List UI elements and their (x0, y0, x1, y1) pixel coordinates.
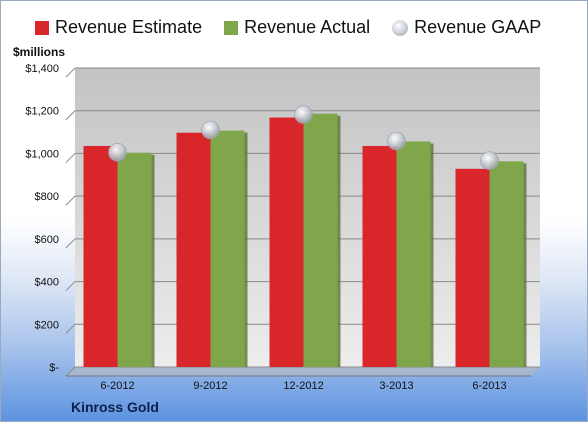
legend-marker-gaap (392, 19, 409, 36)
y-tick-label: $600 (35, 234, 59, 246)
bar-side (244, 132, 248, 367)
legend-item-actual: Revenue Actual (224, 17, 370, 38)
bar (83, 145, 118, 367)
legend-label-gaap: Revenue GAAP (414, 17, 542, 37)
bar (396, 141, 431, 367)
bar (362, 145, 397, 367)
x-tick-label: 6-2012 (100, 380, 134, 392)
y-tick-label: $- (49, 362, 59, 374)
bar (117, 152, 152, 367)
gaap-marker (480, 151, 499, 170)
bar (489, 161, 524, 367)
y-tick-label: $1,000 (25, 148, 59, 160)
y-axis-unit-label: $millions (13, 45, 66, 59)
bar (455, 168, 490, 367)
x-tick-label: 6-2013 (472, 380, 506, 392)
y-tick-label: $1,200 (25, 106, 59, 118)
x-tick-label: 3-2013 (379, 380, 413, 392)
bar (210, 130, 245, 367)
bar (176, 132, 211, 367)
gridline-depth (65, 110, 76, 121)
gridline-depth (65, 67, 76, 78)
y-tick-label: $1,400 (25, 63, 59, 75)
legend-label-actual: Revenue Actual (244, 17, 371, 37)
gridline-depth (65, 153, 76, 163)
company-name: Kinross Gold (71, 399, 159, 415)
legend-item-gaap: Revenue GAAP (392, 17, 541, 38)
gaap-marker (387, 131, 406, 151)
y-tick-label: $400 (35, 277, 59, 289)
y-tick-label: $200 (35, 319, 59, 331)
legend-label-estimate: Revenue Estimate (55, 17, 203, 37)
legend: Revenue Estimate Revenue Actual Revenue … (35, 17, 541, 38)
x-tick-label: 9-2012 (193, 380, 227, 392)
gridline-depth (65, 281, 76, 291)
legend-item-estimate: Revenue Estimate (35, 17, 202, 38)
gaap-marker (294, 105, 313, 124)
bar (303, 113, 338, 367)
gridline-depth (65, 366, 76, 377)
bar-side (430, 143, 434, 367)
bar-side (151, 154, 155, 367)
gaap-marker (108, 143, 127, 162)
gridline-depth (65, 323, 76, 334)
x-tick-label: 12-2012 (283, 380, 323, 392)
legend-swatch-actual (224, 20, 239, 35)
legend-swatch-estimate (35, 20, 49, 35)
bar (269, 117, 304, 367)
bar-side (337, 115, 341, 367)
gridline-depth (65, 195, 76, 206)
gaap-marker (201, 120, 220, 140)
gridline-depth (65, 238, 76, 249)
plot-floor (66, 367, 540, 376)
bar-side (523, 163, 527, 367)
y-tick-label: $800 (35, 191, 59, 203)
